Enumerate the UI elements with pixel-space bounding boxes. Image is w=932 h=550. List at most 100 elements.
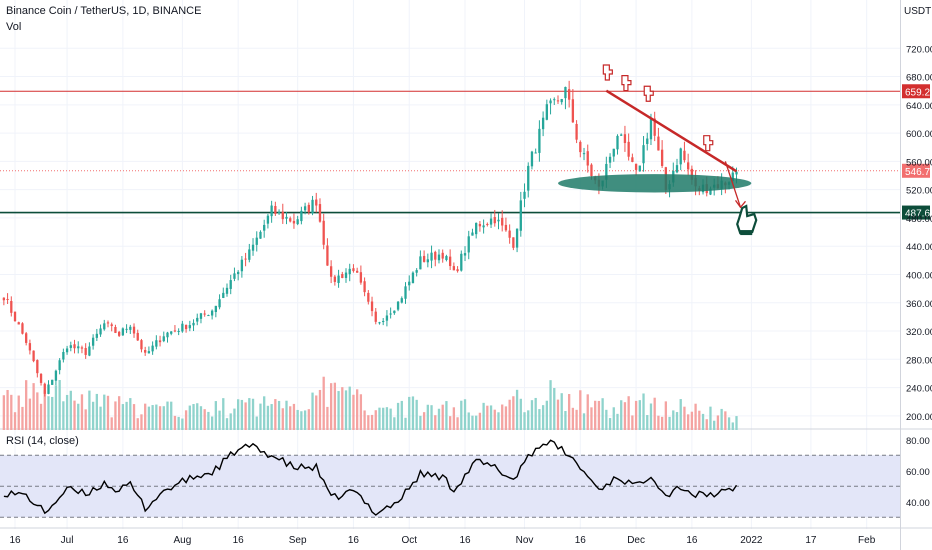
candle-body [534, 152, 537, 154]
volume-bar [80, 394, 84, 430]
candlesticks [2, 80, 738, 397]
volume-bar [47, 396, 50, 430]
volume-bar [199, 406, 203, 430]
hand-outline [736, 204, 758, 235]
price-tick-label: 320.00 [906, 327, 932, 338]
candle-body [251, 244, 255, 251]
descending-trendline [605, 89, 738, 173]
candle-body [430, 252, 433, 261]
candle-body [579, 141, 582, 153]
candle-body [151, 345, 154, 352]
volume-bar [151, 405, 154, 430]
volume-bar [597, 400, 601, 430]
volume-bar [367, 415, 370, 430]
volume-bar [237, 399, 240, 430]
last-price-tag [902, 163, 930, 178]
volume-bar [39, 403, 43, 430]
target-arrow [724, 161, 742, 208]
candle-body [255, 237, 258, 245]
time-tick-label: 17 [805, 535, 817, 546]
annotations [557, 64, 758, 236]
time-tick-label: 16 [575, 535, 587, 546]
candle-body [608, 156, 612, 163]
volume-bar [735, 416, 738, 430]
volume-bar [478, 412, 482, 430]
volume-bar [10, 394, 13, 430]
volume-bar [679, 399, 682, 430]
candle-body [556, 100, 560, 102]
candle-body [158, 340, 162, 343]
volume-bar [229, 413, 232, 430]
volume-bar [285, 400, 288, 430]
candle-body [285, 216, 288, 219]
volume-bar [114, 401, 117, 430]
volume-bar [404, 417, 407, 430]
volume-bar [434, 415, 437, 430]
candle-body [199, 313, 203, 319]
volume-bar [170, 401, 173, 430]
volume-bar [430, 405, 433, 430]
volume-bar [344, 390, 348, 430]
volume-bar [207, 411, 210, 430]
candle-body [333, 276, 337, 282]
volume-bar [341, 387, 344, 430]
volume-bar [601, 398, 604, 430]
candle-body [437, 254, 441, 261]
candle-body [192, 322, 195, 326]
candle-body [482, 225, 485, 228]
candle-body [396, 301, 400, 310]
candle-body [225, 287, 229, 294]
volume-bar [244, 402, 247, 430]
candle-body [214, 305, 217, 312]
last-price-label: 546.7 [905, 167, 930, 178]
volume-bar [125, 401, 128, 430]
volume-bar [84, 409, 87, 430]
candle-body [337, 275, 340, 283]
volume-bar [140, 414, 143, 430]
candle-body [616, 135, 619, 150]
candle-body [147, 351, 151, 354]
volume-bar [218, 410, 221, 430]
candle-body [233, 273, 236, 279]
volume-bar [567, 394, 571, 430]
candle-body [274, 206, 277, 214]
volume-bar [623, 402, 627, 430]
candle-body [567, 89, 571, 100]
candle-body [571, 99, 575, 123]
candle-body [244, 258, 247, 260]
candle-body [270, 205, 273, 217]
volume-bar [720, 408, 723, 430]
candle-body [475, 222, 478, 235]
volume-bar [210, 416, 214, 430]
resistance-price-tag [902, 84, 930, 99]
candle-body [248, 249, 251, 260]
candle-body [586, 151, 589, 166]
resistance-price-label: 659.2 [905, 87, 930, 98]
time-tick-label: 16 [233, 535, 245, 546]
candle-body [419, 256, 422, 270]
volume-bar [129, 398, 132, 430]
candle-body [170, 331, 173, 334]
candle-body [329, 266, 333, 277]
volume-bar [348, 386, 351, 430]
candle-body [501, 217, 504, 226]
candle-body [117, 331, 121, 336]
candle-body [322, 220, 325, 245]
price-axis: 659.2 487.6 546.7 200.00 240.00 280.00 320.00 3… [902, 44, 932, 509]
volume-bar [527, 410, 530, 430]
candle-body [132, 326, 136, 334]
candle-body [84, 348, 87, 355]
candle-body [512, 237, 515, 248]
volume-bars [2, 376, 738, 430]
volume-bar [303, 410, 307, 430]
candle-body [575, 123, 578, 140]
candle-body [683, 150, 686, 161]
volume-bar [21, 406, 24, 430]
volume-bar [727, 417, 731, 430]
volume-bar [121, 404, 125, 430]
candle-body [448, 256, 452, 267]
candle-body [259, 231, 262, 239]
volume-bar [731, 422, 734, 430]
pointing-hand-icon [736, 204, 758, 236]
